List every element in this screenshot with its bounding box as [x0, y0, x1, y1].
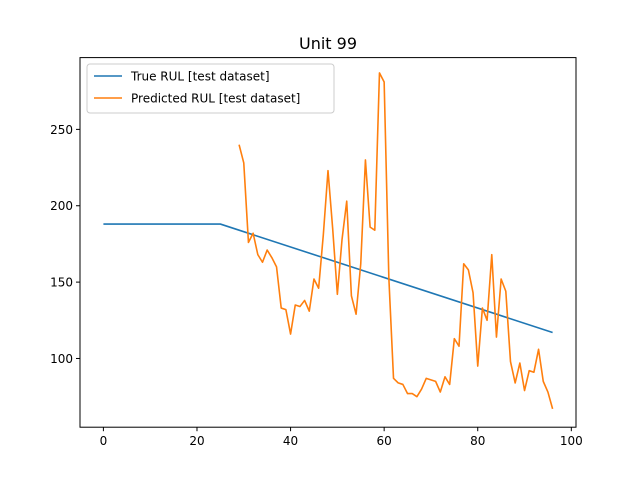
axes-frame	[79, 57, 577, 428]
x-tick-label: 100	[560, 434, 583, 448]
series-line-2	[238, 72, 554, 410]
y-axis: 100 150 200 250	[50, 123, 80, 366]
y-tick-label: 200	[50, 199, 73, 213]
y-tick-label: 100	[50, 352, 73, 366]
x-tick-label: 0	[100, 434, 108, 448]
x-tick-label: 40	[283, 434, 298, 448]
legend-label-1: True RUL [test dataset]	[130, 70, 270, 84]
plot-area	[103, 72, 554, 410]
legend: True RUL [test dataset] Predicted RUL [te…	[86, 63, 335, 114]
x-tick-label: 20	[189, 434, 204, 448]
legend-label-2: Predicted RUL [test dataset]	[131, 92, 300, 106]
chart-title: Unit 99	[299, 34, 357, 53]
series-line-1	[103, 223, 553, 334]
x-axis: 0 20 40 60 80 100	[100, 427, 583, 448]
y-tick-label: 150	[50, 276, 73, 290]
x-tick-label: 80	[470, 434, 485, 448]
x-tick-label: 60	[377, 434, 392, 448]
legend-box	[86, 63, 335, 114]
y-tick-label: 250	[50, 123, 73, 137]
